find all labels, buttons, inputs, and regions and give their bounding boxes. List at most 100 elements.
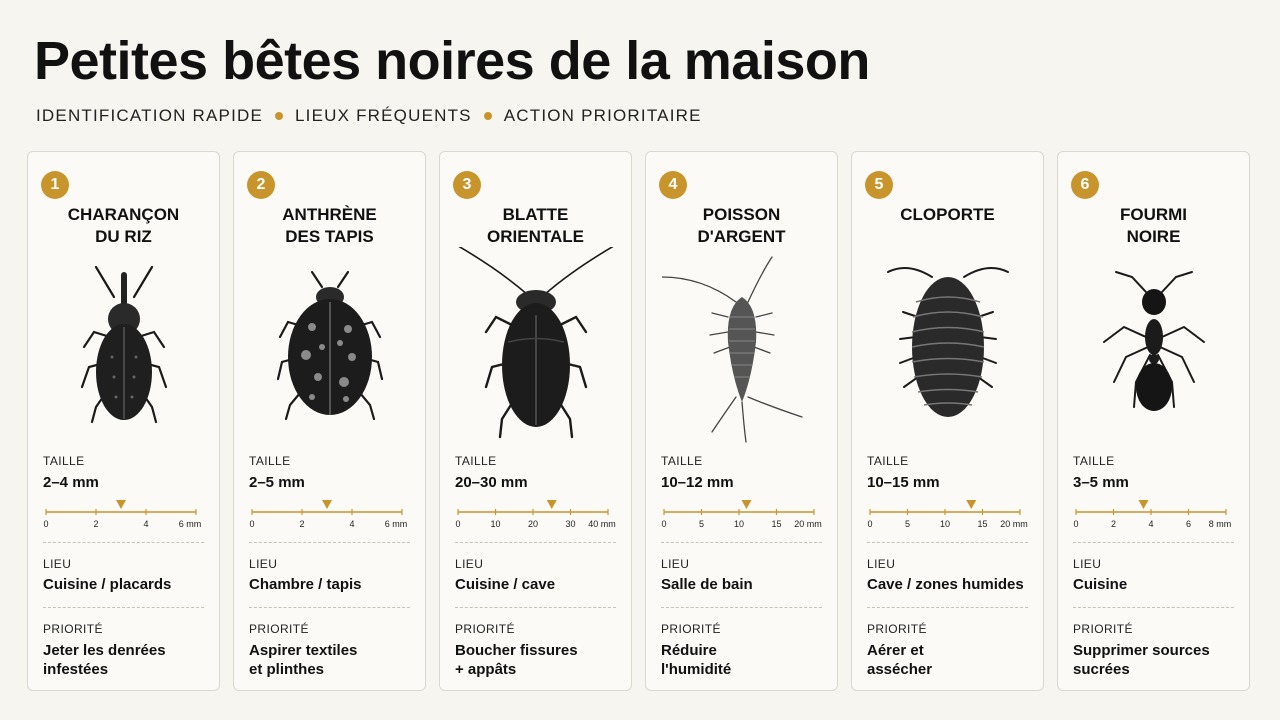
place-value: Cuisine	[1073, 576, 1128, 593]
card-number-badge: 5	[865, 171, 893, 199]
bug-card: 2 ANTHRÈNE DES TAPIS TAILLE 2–5 mm 0 2 4 6 …	[233, 151, 426, 691]
card-number-badge: 1	[41, 171, 69, 199]
scale-tick-label: 8 mm	[1209, 519, 1232, 529]
scale-tick-label: 4	[143, 519, 148, 529]
place-value: Cuisine / placards	[43, 576, 172, 593]
size-value: 2–4 mm	[43, 474, 99, 491]
size-marker	[546, 500, 557, 509]
divider	[455, 542, 616, 543]
divider	[1073, 607, 1234, 608]
divider	[249, 607, 410, 608]
tag-action: ACTION PRIORITAIRE	[503, 106, 702, 125]
size-value: 10–12 mm	[661, 474, 734, 491]
size-value: 2–5 mm	[249, 474, 305, 491]
scale-tick-label: 4	[1148, 519, 1153, 529]
place-label: LIEU	[249, 557, 278, 571]
scale-tick-label: 40 mm	[588, 519, 616, 529]
place-label: LIEU	[1073, 557, 1102, 571]
scale-tick-label: 2	[1111, 519, 1116, 529]
scale-tick-label: 2	[93, 519, 98, 529]
priority-label: PRIORITÉ	[43, 622, 103, 636]
scale-tick-label: 0	[455, 519, 460, 529]
size-scale: 0 2 4 6 8 mm	[1073, 500, 1232, 529]
bug-card: 6 FOURMI NOIRE TAILLE 3–5 mm 0 2 4 6 8 mm LI…	[1057, 151, 1250, 691]
size-marker	[966, 500, 977, 509]
size-label: TAILLE	[249, 454, 291, 468]
priority-label: PRIORITÉ	[661, 622, 721, 636]
scale-tick-label: 30	[565, 519, 575, 529]
separator-dot	[275, 112, 284, 120]
bug-card: 3 BLATTE ORIENTALE TAILLE 20–30 mm 0 10 20…	[439, 151, 632, 691]
size-value: 3–5 mm	[1073, 474, 1129, 491]
priority-label: PRIORITÉ	[1073, 622, 1133, 636]
scale-tick-label: 0	[43, 519, 48, 529]
size-value: 20–30 mm	[455, 474, 528, 491]
place-label: LIEU	[455, 557, 484, 571]
divider	[455, 607, 616, 608]
priority-label: PRIORITÉ	[455, 622, 515, 636]
divider	[43, 607, 204, 608]
page-title: Petites bêtes noires de la maison	[34, 31, 870, 91]
size-scale: 0 5 10 15 20 mm	[867, 500, 1028, 529]
bug-name: CLOPORTE	[900, 205, 995, 224]
size-marker	[322, 500, 332, 509]
tag-lieux: LIEUX FRÉQUENTS	[295, 106, 472, 125]
scale-tick-label: 4	[349, 519, 354, 529]
scale-tick-label: 0	[1073, 519, 1078, 529]
ant-icon	[1103, 271, 1205, 411]
size-marker	[1138, 500, 1149, 509]
scale-tick-label: 0	[661, 519, 666, 529]
scale-tick-label: 6 mm	[385, 519, 408, 529]
size-scale: 0 5 10 15 20 mm	[661, 500, 822, 529]
divider	[249, 542, 410, 543]
priority-label: PRIORITÉ	[249, 622, 309, 636]
priority-value: Jeter les denrées infestées	[43, 642, 166, 678]
size-marker	[741, 500, 752, 509]
size-label: TAILLE	[455, 454, 497, 468]
scale-tick-label: 5	[905, 519, 910, 529]
size-label: TAILLE	[1073, 454, 1115, 468]
scale-tick-label: 6 mm	[179, 519, 202, 529]
tag-identification: IDENTIFICATION RAPIDE	[36, 106, 264, 125]
place-label: LIEU	[43, 557, 72, 571]
divider	[661, 542, 822, 543]
scale-tick-label: 10	[940, 519, 950, 529]
priority-value: Supprimer sources sucrées	[1073, 642, 1210, 678]
bug-cards: 1 CHARANÇON DU RIZ TAILLE 2–4 mm 0 2 4 6 mm…	[27, 151, 1250, 691]
woodlouse-icon	[887, 267, 1009, 417]
size-label: TAILLE	[867, 454, 909, 468]
scale-tick-label: 5	[699, 519, 704, 529]
priority-value: Boucher fissures + appâts	[455, 642, 578, 678]
priority-value: Réduire l'humidité	[661, 642, 732, 678]
bug-card: 5 CLOPORTE TAILLE 10–15 mm 0 5 10 15 20 mm L…	[851, 151, 1044, 691]
place-value: Chambre / tapis	[249, 576, 362, 593]
scale-tick-label: 20 mm	[794, 519, 822, 529]
weevil-icon	[80, 265, 168, 424]
place-label: LIEU	[661, 557, 690, 571]
priority-label: PRIORITÉ	[867, 622, 927, 636]
size-scale: 0 2 4 6 mm	[249, 500, 408, 529]
bug-name: BLATTE ORIENTALE	[487, 205, 584, 246]
divider	[43, 542, 204, 543]
size-marker	[116, 500, 126, 509]
place-label: LIEU	[867, 557, 896, 571]
place-value: Cave / zones humides	[867, 576, 1024, 593]
subtitle-tags: IDENTIFICATION RAPIDE LIEUX FRÉQUENTS AC…	[36, 106, 702, 126]
bug-name: FOURMI NOIRE	[1119, 205, 1188, 246]
card-number-badge: 2	[247, 171, 275, 199]
place-value: Cuisine / cave	[455, 576, 556, 593]
bug-card: 4 POISSON D'ARGENT TAILLE 10–12 mm 0 5 10 1…	[645, 151, 838, 691]
cockroach-icon	[458, 247, 614, 439]
bug-name: ANTHRÈNE DES TAPIS	[282, 205, 377, 246]
size-scale: 0 10 20 30 40 mm	[455, 500, 616, 529]
bug-name: POISSON D'ARGENT	[697, 205, 786, 246]
scale-tick-label: 0	[249, 519, 254, 529]
silverfish-icon	[662, 256, 803, 443]
place-value: Salle de bain	[661, 576, 753, 593]
size-label: TAILLE	[661, 454, 703, 468]
scale-tick-label: 10	[734, 519, 744, 529]
size-label: TAILLE	[43, 454, 85, 468]
divider	[661, 607, 822, 608]
separator-dot	[483, 112, 492, 120]
scale-tick-label: 20 mm	[1000, 519, 1028, 529]
